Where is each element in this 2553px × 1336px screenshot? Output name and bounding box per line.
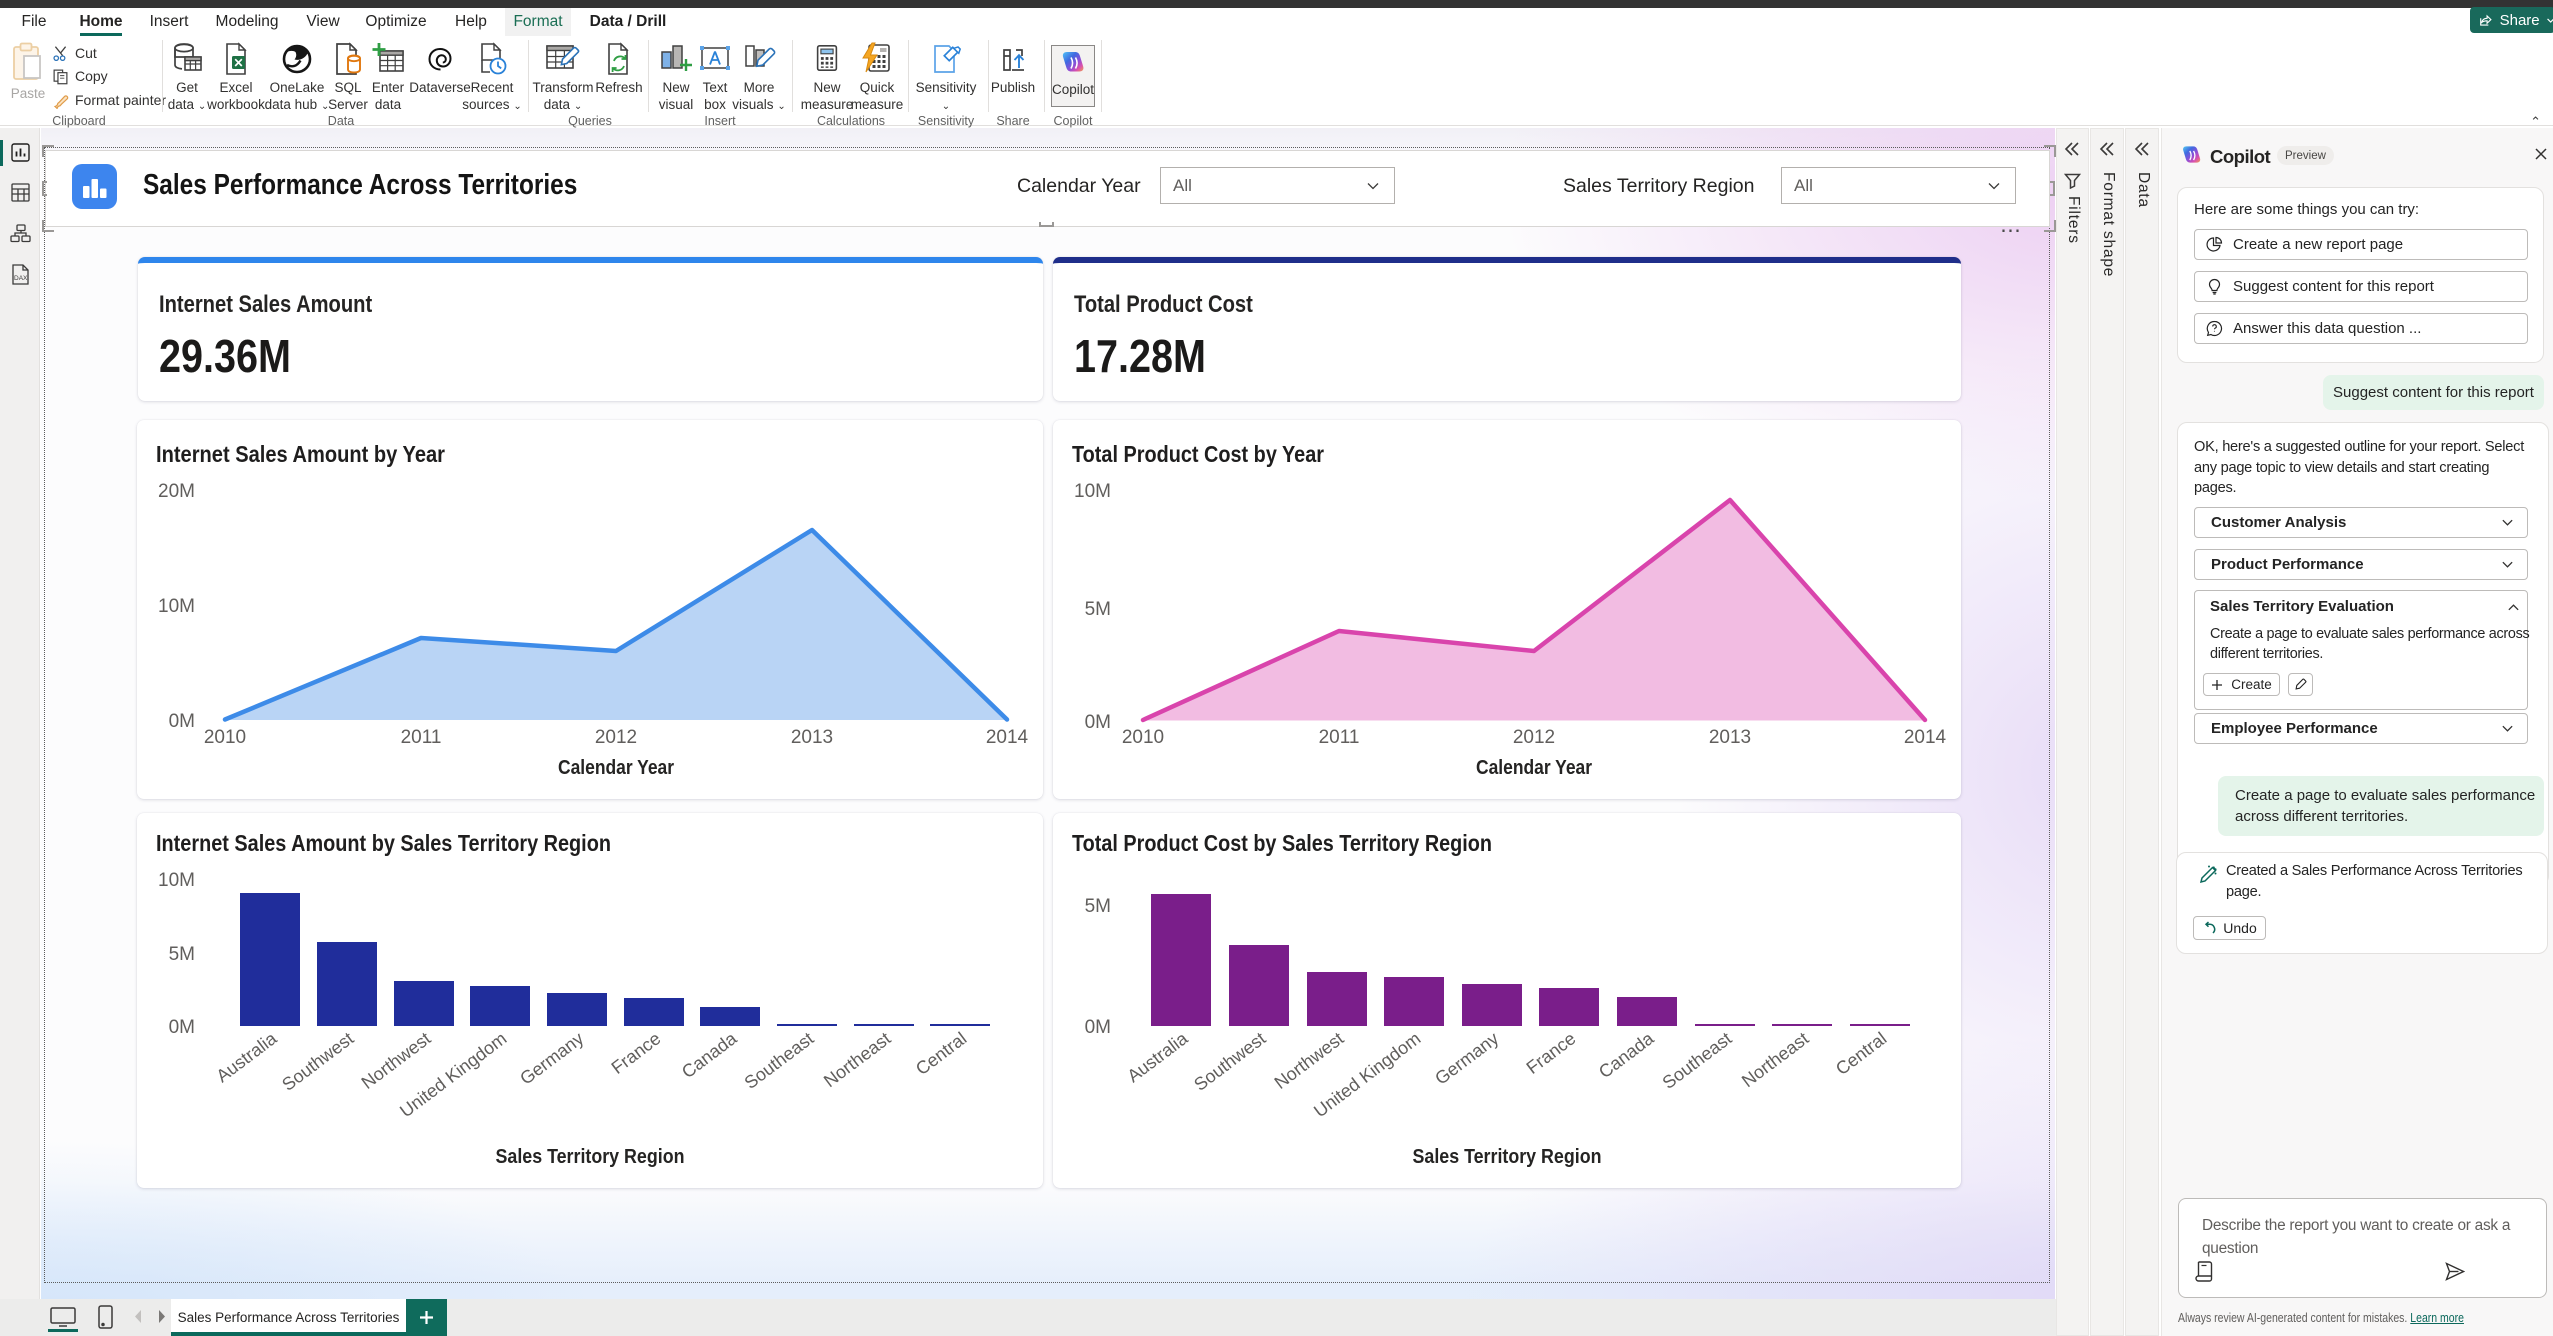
svg-text:Canada: Canada	[678, 1028, 741, 1083]
svg-text:0M: 0M	[1085, 1017, 1111, 1038]
svg-text:Germany: Germany	[516, 1028, 587, 1089]
svg-text:DAX: DAX	[14, 275, 28, 282]
svg-text:Northeast: Northeast	[820, 1028, 894, 1091]
svg-text:Northeast: Northeast	[1738, 1028, 1812, 1091]
svg-text:5M: 5M	[1085, 599, 1111, 620]
svg-text:0M: 0M	[169, 711, 195, 732]
svg-text:Southeast: Southeast	[1659, 1028, 1736, 1093]
svg-text:Sales Territory Region: Sales Territory Region	[496, 1146, 685, 1168]
svg-text:Central: Central	[912, 1028, 970, 1079]
svg-text:Total Product Cost by Sales Te: Total Product Cost by Sales Territory Re…	[1072, 830, 1492, 856]
svg-text:2010: 2010	[204, 727, 246, 748]
svg-text:2014: 2014	[986, 727, 1029, 748]
svg-text:Total Product Cost by Year: Total Product Cost by Year	[1072, 441, 1324, 467]
svg-text:France: France	[608, 1028, 665, 1078]
svg-text:Northwest: Northwest	[358, 1028, 435, 1093]
svg-text:Sales Territory Region: Sales Territory Region	[1413, 1146, 1602, 1168]
svg-text:20M: 20M	[158, 481, 195, 502]
svg-text:Germany: Germany	[1431, 1028, 1502, 1089]
svg-text:Calendar Year: Calendar Year	[1476, 757, 1592, 779]
svg-text:France: France	[1523, 1028, 1580, 1078]
svg-text:10M: 10M	[158, 596, 195, 617]
svg-text:2012: 2012	[595, 727, 637, 748]
svg-text:Southeast: Southeast	[741, 1028, 818, 1093]
svg-text:Australia: Australia	[1123, 1028, 1192, 1087]
svg-text:Canada: Canada	[1595, 1028, 1658, 1083]
svg-text:Internet Sales Amount by Sales: Internet Sales Amount by Sales Territory…	[156, 830, 611, 856]
svg-text:Northwest: Northwest	[1271, 1028, 1348, 1093]
svg-text:10M: 10M	[1074, 481, 1111, 502]
svg-text:2010: 2010	[1122, 727, 1164, 748]
svg-text:5M: 5M	[169, 944, 195, 965]
svg-text:Southwest: Southwest	[1190, 1028, 1269, 1095]
svg-text:0M: 0M	[169, 1017, 195, 1038]
svg-text:2012: 2012	[1513, 727, 1555, 748]
svg-text:Australia: Australia	[212, 1028, 281, 1087]
svg-text:2014: 2014	[1904, 727, 1947, 748]
svg-text:10M: 10M	[158, 870, 195, 891]
svg-text:Internet Sales Amount by Year: Internet Sales Amount by Year	[156, 441, 445, 467]
svg-text:Central: Central	[1832, 1028, 1890, 1079]
svg-text:Southwest: Southwest	[278, 1028, 357, 1095]
svg-text:0M: 0M	[1085, 712, 1111, 733]
svg-text:5M: 5M	[1085, 896, 1111, 917]
svg-text:2013: 2013	[1709, 727, 1751, 748]
svg-text:2011: 2011	[1319, 727, 1360, 748]
svg-text:2013: 2013	[791, 727, 833, 748]
svg-text:2011: 2011	[401, 727, 442, 748]
svg-text:Calendar Year: Calendar Year	[558, 757, 674, 779]
